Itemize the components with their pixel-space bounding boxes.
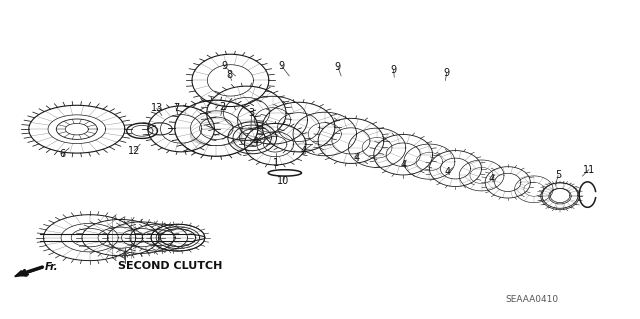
Text: 9: 9 [444,68,450,78]
Text: 5: 5 [555,170,561,181]
Text: 4: 4 [301,145,307,156]
Text: 3: 3 [248,108,255,118]
Text: 9: 9 [335,62,341,72]
Text: 13: 13 [150,103,163,114]
Text: 8: 8 [226,70,232,80]
Text: 1: 1 [273,158,280,168]
Text: 4: 4 [353,153,360,163]
Text: 9: 9 [278,61,285,71]
Text: 4: 4 [488,174,495,184]
Text: 7: 7 [173,103,180,114]
Text: 9: 9 [221,61,227,71]
Text: 4: 4 [253,137,259,147]
Text: Fr.: Fr. [45,262,58,272]
Polygon shape [15,271,29,277]
Text: 4: 4 [445,167,451,177]
Text: 6: 6 [60,149,66,159]
Text: 2: 2 [220,102,226,112]
Text: 12: 12 [128,145,141,156]
Text: SECOND CLUTCH: SECOND CLUTCH [118,261,223,271]
Text: 10: 10 [277,176,290,186]
Text: 4: 4 [400,160,406,170]
Text: 11: 11 [582,165,595,175]
Text: 9: 9 [390,64,397,75]
Text: SEAAA0410: SEAAA0410 [506,295,559,304]
